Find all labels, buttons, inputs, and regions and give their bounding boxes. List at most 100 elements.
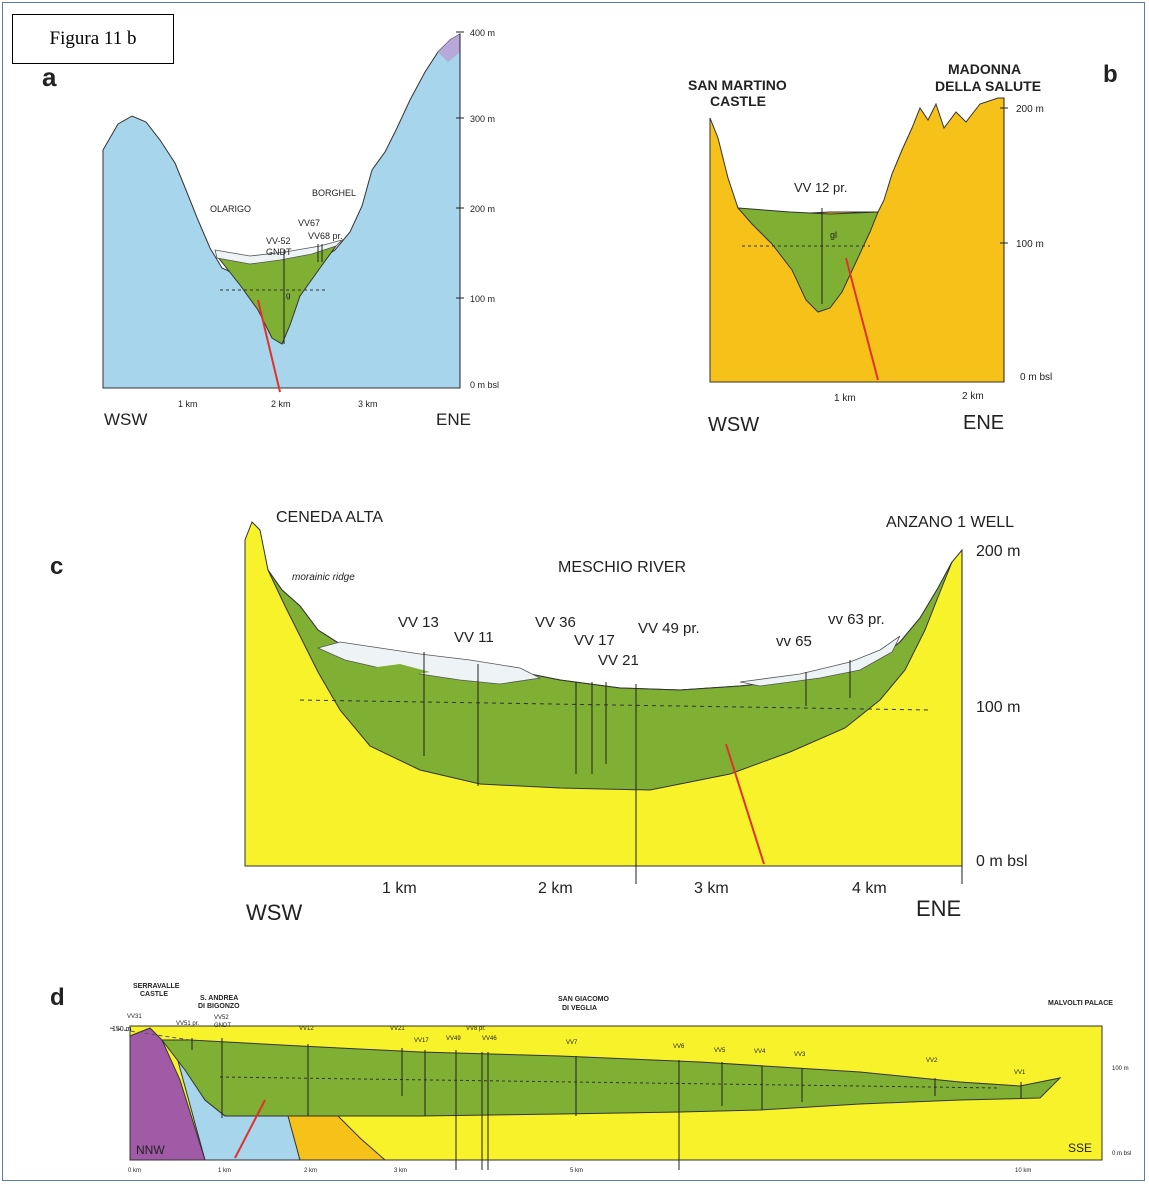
panel-d-dashed-boundary: [219, 1076, 1001, 1089]
panel-a-well-label: VV67: [298, 218, 320, 228]
panel-a-place-olarigo: OLARIGO: [210, 204, 251, 214]
panel-b-dir-left: WSW: [708, 414, 759, 436]
panel-c-place-anzano: ANZANO 1 WELL: [886, 514, 1014, 531]
panel-c-y-tick: 100 m: [976, 699, 1020, 716]
panel-c-well-label: VV 36: [535, 614, 576, 631]
panel-d-place: DI VEGLIA: [562, 1005, 597, 1012]
panel-c-well-label: VV 17: [574, 632, 615, 649]
panel-b-y-tick: 200 m: [1016, 104, 1044, 115]
panel-d-fault: [234, 1099, 266, 1159]
panel-d-well-label: VV49: [446, 1036, 461, 1042]
panel-a-unit-label: g: [286, 291, 290, 300]
panel-c-dir-right: ENE: [916, 896, 961, 921]
panel-c-note: morainic ridge: [292, 572, 355, 583]
panel-b-unit-label: gl: [830, 230, 837, 240]
panel-c-letter: c: [50, 553, 63, 580]
panel-d-place: SERRAVALLE: [133, 983, 180, 990]
panel-d-x-tick: 2 km: [304, 1168, 317, 1174]
panel-d-well-label: VV4: [754, 1049, 766, 1055]
panel-a-letter: a: [42, 62, 57, 92]
panel-c-surface-layer-east: [739, 635, 901, 687]
panel-d-dir-right: SSE: [1068, 1141, 1092, 1155]
panel-d-x-tick: 3 km: [394, 1168, 407, 1174]
panel-d-well-label: VV17: [414, 1038, 429, 1044]
panel-a-slope-cover: [438, 34, 460, 62]
panel-d-well-label: VV8 pr.: [466, 1026, 486, 1032]
panel-d-x-tick: 1 km: [218, 1168, 231, 1174]
panel-a-place-borghel: BORGHEL: [312, 188, 356, 198]
panel-b-x-tick: 1 km: [834, 393, 856, 404]
panel-d-place: SAN GIACOMO: [558, 996, 610, 1003]
panel-c-y-tick: 200 m: [976, 543, 1020, 560]
panel-d-well-label: VV3: [794, 1052, 806, 1058]
panel-b-place: DELLA SALUTE: [935, 78, 1041, 94]
panel-d-y-tick-right: 0 m bsl: [1112, 1151, 1131, 1157]
panel-c-fault: [725, 743, 765, 865]
panel-c-dir-left: WSW: [246, 900, 302, 925]
panel-d-wells: [191, 1038, 1022, 1170]
panel-a-y-tick: 100 m: [470, 294, 495, 304]
panel-a: a OLARIGO BORGHEL VV67 VV-52 GNDT VV68 p…: [42, 28, 499, 429]
panel-b-dir-right: ENE: [963, 412, 1004, 434]
panel-b-place: CASTLE: [710, 93, 766, 109]
panel-b-place: MADONNA: [948, 61, 1021, 77]
panel-d-dir-left: NNW: [136, 1143, 165, 1157]
panel-d-place: S. ANDREA: [200, 995, 238, 1002]
panel-d: d SERRAVALLE CASTLE S. ANDREA: [50, 983, 1131, 1174]
panel-d-letter: d: [50, 984, 65, 1011]
panel-a-y-tick: 300 m: [470, 114, 495, 124]
panel-d-well-label: VV5: [714, 1048, 726, 1054]
panel-c-x-tick: 3 km: [694, 880, 729, 897]
panel-d-well-label: VV21: [390, 1026, 405, 1032]
panel-b-infill: [736, 207, 879, 313]
panel-a-x-tick: 2 km: [271, 399, 291, 409]
panel-c-well-label: VV 21: [598, 652, 639, 669]
figure-label: Figura 11 b: [12, 14, 174, 64]
panel-d-well-label: VV31: [127, 1014, 142, 1020]
panel-a-y-tick: 400 m: [470, 28, 495, 38]
panel-a-well-label: GNDT: [266, 247, 292, 257]
panel-b-place: SAN MARTINO: [688, 77, 787, 93]
panel-c-place-ceneda: CENEDA ALTA: [276, 509, 383, 526]
panel-d-x-tick: 10 km: [1015, 1168, 1031, 1174]
panel-d-well-label: VV52: [214, 1015, 229, 1021]
panel-c-well-label: vv 63 pr.: [828, 611, 885, 628]
panel-d-well-label: VV12: [299, 1026, 314, 1032]
panel-d-well-label: VV6: [673, 1044, 685, 1050]
panel-b-letter: b: [1103, 61, 1118, 88]
panel-a-x-tick: 3 km: [358, 399, 378, 409]
panel-b: b SAN MARTINO CASTLE MADONNA DELLA SALUT…: [688, 61, 1118, 436]
panel-c-x-tick: 2 km: [538, 880, 573, 897]
panel-b-fault: [845, 257, 879, 381]
panel-d-well-label: VV2: [926, 1058, 938, 1064]
panel-b-well-label: VV 12 pr.: [794, 180, 847, 195]
panel-b-y-tick: 100 m: [1016, 239, 1044, 250]
panel-a-well-label: VV-52: [266, 236, 291, 246]
panel-d-x-tick: 5 km: [570, 1168, 583, 1174]
panel-d-x-tick: 0 km: [128, 1168, 141, 1174]
panel-d-place: MALVOLTI PALACE: [1048, 1000, 1113, 1007]
panel-d-well-label: VV51 pr.: [176, 1021, 199, 1027]
panel-b-x-tick: 2 km: [962, 391, 984, 402]
panel-c-green-lens: [370, 664, 430, 676]
panel-a-dir-right: ENE: [436, 410, 471, 429]
panel-d-well-label: VV46: [482, 1036, 497, 1042]
panel-d-well-label: GNDT: [214, 1023, 231, 1029]
panel-c-well-label: vv 65: [776, 633, 812, 650]
panel-c-dashed-boundary: [299, 699, 931, 711]
panel-a-x-tick: 1 km: [178, 399, 198, 409]
panel-a-y-tick: 200 m: [470, 204, 495, 214]
panel-c-place-meschio: MESCHIO RIVER: [558, 559, 686, 576]
panel-d-y-tick-left: 150 m: [112, 1026, 132, 1033]
panel-d-well-label: VV1: [1014, 1070, 1026, 1076]
panel-c-x-tick: 1 km: [382, 880, 417, 897]
panel-d-place: DI BIGONZO: [198, 1003, 240, 1010]
panel-b-y-tick: 0 m bsl: [1020, 372, 1052, 383]
panel-c-well-label: VV 49 pr.: [638, 620, 700, 637]
panel-a-y-tick: 0 m bsl: [470, 380, 499, 390]
panel-c: c CENEDA ALTA ANZANO 1 WELL MESCHIO RIVE…: [50, 509, 1028, 925]
panel-a-surface-layer: [214, 239, 344, 265]
panel-c-y-tick: 0 m bsl: [976, 853, 1028, 870]
